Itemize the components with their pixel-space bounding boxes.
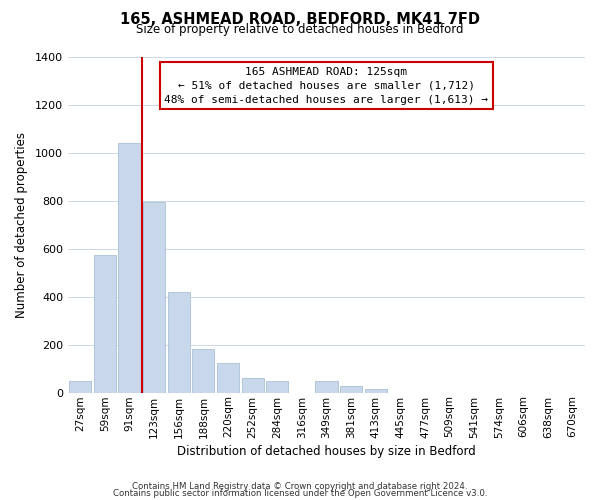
Bar — [192, 350, 214, 393]
Bar — [94, 254, 116, 392]
Bar — [143, 202, 165, 392]
Bar — [340, 386, 362, 392]
Bar — [69, 380, 91, 392]
X-axis label: Distribution of detached houses by size in Bedford: Distribution of detached houses by size … — [177, 444, 476, 458]
Text: 165, ASHMEAD ROAD, BEDFORD, MK41 7FD: 165, ASHMEAD ROAD, BEDFORD, MK41 7FD — [120, 12, 480, 28]
Bar — [316, 380, 338, 392]
Text: Size of property relative to detached houses in Bedford: Size of property relative to detached ho… — [136, 22, 464, 36]
Y-axis label: Number of detached properties: Number of detached properties — [15, 132, 28, 318]
Text: 165 ASHMEAD ROAD: 125sqm
← 51% of detached houses are smaller (1,712)
48% of sem: 165 ASHMEAD ROAD: 125sqm ← 51% of detach… — [164, 66, 488, 104]
Bar — [266, 382, 289, 392]
Bar — [365, 388, 387, 392]
Text: Contains HM Land Registry data © Crown copyright and database right 2024.: Contains HM Land Registry data © Crown c… — [132, 482, 468, 491]
Bar — [217, 362, 239, 392]
Bar — [167, 292, 190, 392]
Text: Contains public sector information licensed under the Open Government Licence v3: Contains public sector information licen… — [113, 489, 487, 498]
Bar — [242, 378, 263, 392]
Bar — [118, 143, 140, 392]
